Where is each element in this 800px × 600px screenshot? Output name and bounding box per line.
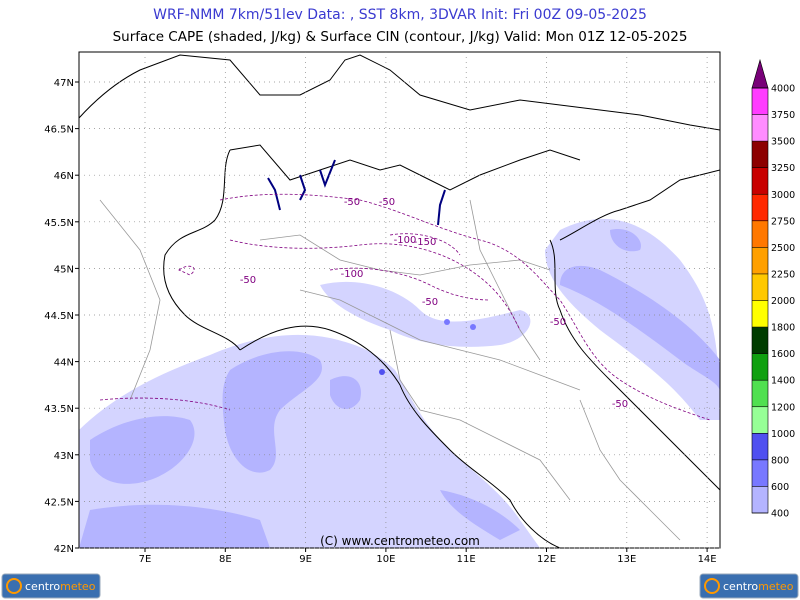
- logo-left: centrometeo: [1, 573, 101, 599]
- colorbar-segment: [752, 486, 768, 513]
- lat-label: 42.5N: [44, 497, 74, 508]
- cape-area: [330, 376, 361, 410]
- lat-label: 45.5N: [44, 218, 74, 229]
- lon-label: 10E: [376, 554, 395, 565]
- lon-label: 8E: [219, 554, 232, 565]
- lat-label: 42N: [54, 544, 74, 555]
- logo-right: centrometeo: [699, 573, 799, 599]
- colorbar-segment: [752, 406, 768, 434]
- lat-label: 43.5N: [44, 404, 74, 415]
- colorbar-segment: [752, 114, 768, 142]
- lon-label: 14E: [698, 554, 717, 565]
- colorbar-segment: [752, 433, 768, 460]
- contour-label: -100: [394, 235, 417, 246]
- cape-area: [470, 324, 476, 330]
- lat-label: 44.5N: [44, 311, 74, 322]
- colorbar-label: 1600: [771, 349, 795, 360]
- contour-label: -100: [341, 269, 364, 280]
- cape-area: [79, 504, 270, 548]
- colorbar-segment: [752, 353, 768, 381]
- cape-area: [222, 351, 322, 473]
- copyright: (C) www.centrometeo.com: [320, 534, 480, 548]
- map-area: 47N 46.5N 46N 45.5N 45N 44.5N 44N 43.5N 43N 42.5N…: [44, 51, 721, 565]
- logo-part: meteo: [60, 580, 96, 593]
- contour-label: -50: [344, 197, 360, 208]
- colorbar-label: 1000: [771, 429, 795, 440]
- cape-area: [90, 416, 195, 484]
- colorbar-segment: [752, 300, 768, 328]
- colorbar-segment: [752, 141, 768, 168]
- lon-label: 12E: [537, 554, 556, 565]
- colorbar-label: 2750: [771, 216, 795, 227]
- logo-part: centro: [25, 580, 60, 593]
- colorbar: 400 600 800 1000 1200 1400 1600 1800 2000 2250 250…: [751, 58, 795, 520]
- lon-label: 7E: [139, 554, 152, 565]
- logo-part: meteo: [758, 580, 794, 593]
- colorbar-label: 600: [771, 482, 789, 493]
- colorbar-label: 3250: [771, 163, 795, 174]
- colorbar-segment: [752, 88, 768, 115]
- colorbar-label: 800: [771, 455, 789, 466]
- lat-label: 45N: [54, 264, 74, 275]
- colorbar-label: 4000: [771, 84, 795, 95]
- cape-area: [440, 490, 520, 540]
- lat-label: 44N: [54, 358, 74, 369]
- cape-area: [79, 334, 540, 548]
- title-line2: Surface CAPE (shaded, J/kg) & Surface CI…: [113, 29, 688, 45]
- lon-label: 13E: [617, 554, 636, 565]
- logo-text: centrometeo: [25, 580, 96, 593]
- colorbar-label: 1800: [771, 323, 795, 334]
- logo-text: centrometeo: [723, 580, 794, 593]
- colorbar-segment: [752, 167, 768, 195]
- colorbar-segment: [752, 194, 768, 221]
- contour-label: -50: [612, 399, 628, 410]
- lon-label: 11E: [457, 554, 476, 565]
- colorbar-label: 2000: [771, 296, 795, 307]
- cape-area: [610, 229, 641, 252]
- lakes: [267, 159, 446, 226]
- colorbar-segment: [752, 327, 768, 354]
- contour-label: -50: [550, 317, 566, 328]
- lat-label: 43N: [54, 451, 74, 462]
- cape-area: [444, 319, 450, 325]
- colorbar-label: 3000: [771, 190, 795, 201]
- lat-label: 47N: [54, 78, 74, 89]
- contour-label: -50: [422, 297, 438, 308]
- cape-area: [320, 281, 531, 347]
- lon-label: 9E: [299, 554, 312, 565]
- colorbar-segment: [752, 220, 768, 248]
- colorbar-label: 3500: [771, 137, 795, 148]
- contour-label: -50: [240, 275, 256, 286]
- logo-box: [699, 573, 799, 599]
- lat-label: 46.5N: [44, 125, 74, 136]
- colorbar-segment: [752, 247, 768, 274]
- borders: [79, 54, 720, 548]
- contour-label: -150: [414, 237, 437, 248]
- regions: [99, 199, 681, 541]
- cape-area: [560, 265, 720, 390]
- contour-label: -50: [379, 197, 395, 208]
- colorbar-triangle: [751, 58, 769, 89]
- cape-area: [379, 369, 385, 375]
- logo-icon: [704, 578, 720, 594]
- colorbar-label: 2500: [771, 243, 795, 254]
- logo-part: centro: [723, 580, 758, 593]
- cin-contours: [99, 193, 711, 421]
- colorbar-segment: [752, 273, 768, 301]
- colorbar-label: 2250: [771, 269, 795, 280]
- colorbar-label: 400: [771, 509, 789, 520]
- lat-label: 46N: [54, 171, 74, 182]
- graticule: 47N 46.5N 46N 45.5N 45N 44.5N 44N 43.5N 43N 42.5N…: [44, 52, 720, 565]
- colorbar-segment: [752, 380, 768, 407]
- colorbar-label: 1200: [771, 402, 795, 413]
- colorbar-segment: [752, 459, 768, 487]
- logo-box: [1, 573, 101, 599]
- colorbar-label: 1400: [771, 376, 795, 387]
- title-line1: WRF-NMM 7km/51lev Data: , SST 8km, 3DVAR…: [153, 7, 647, 23]
- colorbar-label: 3750: [771, 110, 795, 121]
- logo-icon: [6, 578, 22, 594]
